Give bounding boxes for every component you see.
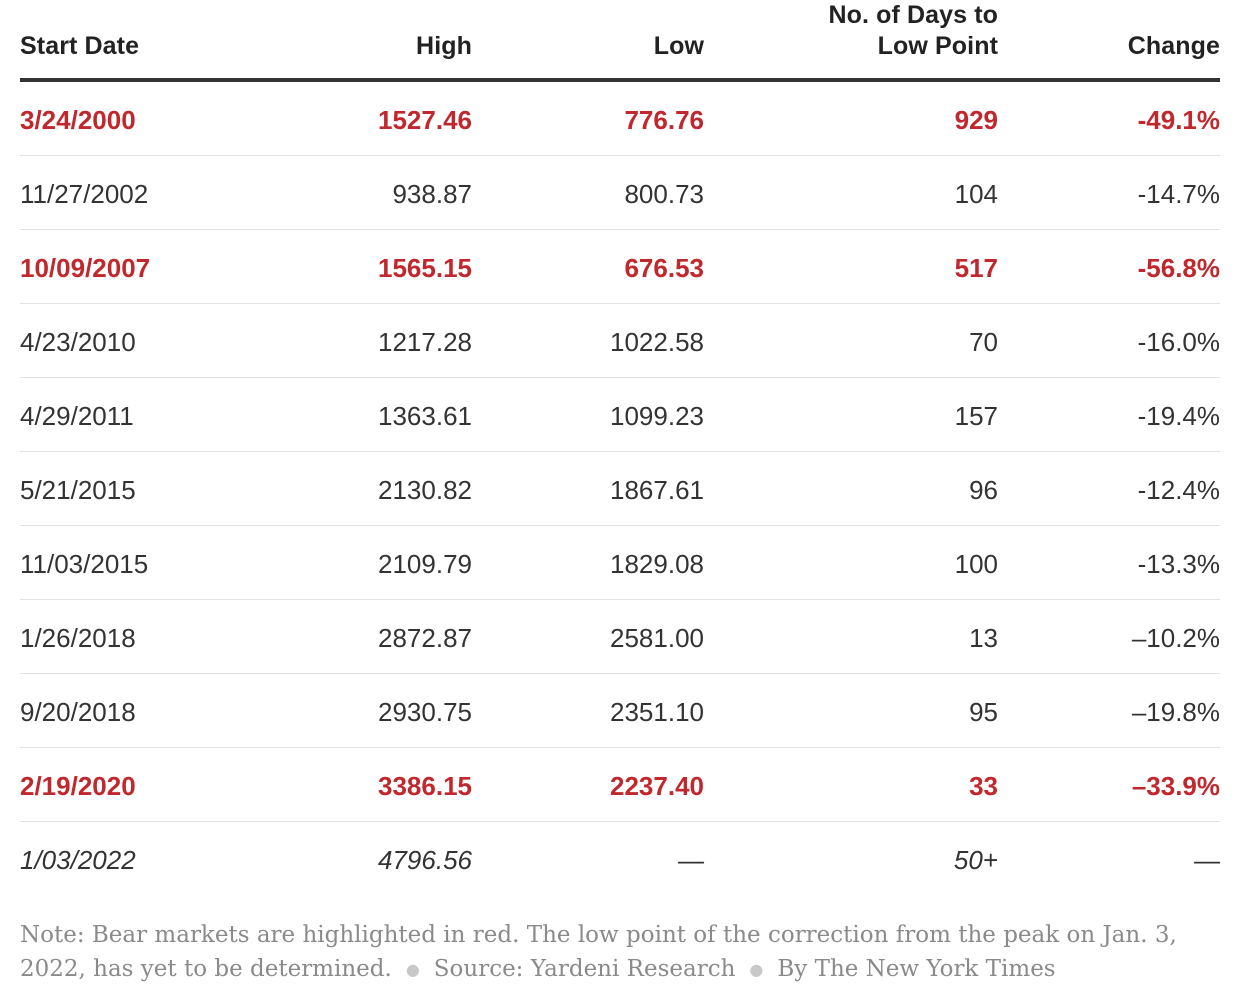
cell-low: — <box>678 845 704 875</box>
cell-change: -49.1% <box>1137 105 1220 135</box>
cell-low: 1099.23 <box>610 401 704 431</box>
table-body: 3/24/2000 1527.46 776.76 929 -49.1% 11/27/200… <box>20 82 1220 896</box>
cell-change: -56.8% <box>1137 253 1220 283</box>
header-days-line1: No. of Days to <box>828 1 998 29</box>
header-change: Change <box>1127 32 1220 60</box>
cell-days: 100 <box>954 549 998 579</box>
table-row: 10/09/2007 1565.15 676.53 517 -56.8% <box>20 230 1220 304</box>
cell-start-date: 11/27/2002 <box>20 179 149 209</box>
cell-change: -16.0% <box>1137 327 1220 357</box>
cell-days: 95 <box>969 697 998 727</box>
credit-text: By The New York Times <box>777 956 1056 982</box>
header-start-date: Start Date <box>20 32 140 60</box>
cell-change: -12.4% <box>1137 475 1220 505</box>
cell-start-date: 9/20/2018 <box>20 697 136 727</box>
cell-low: 1829.08 <box>610 549 704 579</box>
cell-start-date: 2/19/2020 <box>20 771 136 801</box>
cell-high: 2130.82 <box>378 475 472 505</box>
table-row: 11/03/2015 2109.79 1829.08 100 -13.3% <box>20 526 1220 600</box>
header-high: High <box>416 32 472 60</box>
header-low: Low <box>653 32 704 60</box>
cell-days: 929 <box>954 105 998 135</box>
cell-days: 50+ <box>953 845 998 875</box>
cell-high: 2930.75 <box>378 697 472 727</box>
table-row: 1/26/2018 2872.87 2581.00 13 –10.2% <box>20 600 1220 674</box>
cell-high: 1565.15 <box>378 253 472 283</box>
table-row: 1/03/2022 4796.56 — 50+ — <box>20 822 1220 896</box>
cell-change: –33.9% <box>1131 771 1220 801</box>
header-days-line2: Low Point <box>877 32 998 60</box>
cell-start-date: 11/03/2015 <box>20 549 149 579</box>
corrections-table: Start Date High Low No. of Days to Low P… <box>20 0 1220 896</box>
table-header: Start Date High Low No. of Days to Low P… <box>20 0 1220 82</box>
cell-change: –10.2% <box>1131 623 1220 653</box>
cell-low: 2581.00 <box>610 623 704 653</box>
cell-start-date: 1/26/2018 <box>20 623 136 653</box>
cell-days: 96 <box>969 475 998 505</box>
cell-change: -14.7% <box>1137 179 1220 209</box>
table-row: 4/29/2011 1363.61 1099.23 157 -19.4% <box>20 378 1220 452</box>
cell-high: 4796.56 <box>378 845 472 875</box>
note-text: Note: Bear markets are highlighted in re… <box>20 922 1177 982</box>
cell-high: 2109.79 <box>378 549 472 579</box>
cell-low: 1867.61 <box>610 475 704 505</box>
cell-start-date: 5/21/2015 <box>20 475 136 505</box>
cell-high: 3386.15 <box>378 771 472 801</box>
cell-change: -19.4% <box>1137 401 1220 431</box>
cell-start-date: 4/29/2011 <box>20 401 134 431</box>
cell-start-date: 4/23/2010 <box>20 327 136 357</box>
cell-high: 1527.46 <box>378 105 472 135</box>
cell-days: 70 <box>969 327 998 357</box>
cell-days: 33 <box>969 771 998 801</box>
cell-start-date: 10/09/2007 <box>20 253 151 283</box>
cell-change: –19.8% <box>1131 697 1220 727</box>
cell-low: 776.76 <box>624 105 704 135</box>
cell-change: -13.3% <box>1137 549 1220 579</box>
cell-low: 676.53 <box>624 253 704 283</box>
table-row: 4/23/2010 1217.28 1022.58 70 -16.0% <box>20 304 1220 378</box>
table-row: 11/27/2002 938.87 800.73 104 -14.7% <box>20 156 1220 230</box>
header-days: No. of Days to Low Point <box>704 0 998 62</box>
table-row: 3/24/2000 1527.46 776.76 929 -49.1% <box>20 82 1220 156</box>
separator-dot: ● <box>405 960 420 979</box>
separator-dot: ● <box>749 960 764 979</box>
footnote: Note: Bear markets are highlighted in re… <box>20 918 1220 987</box>
cell-days: 104 <box>954 179 998 209</box>
cell-days: 13 <box>969 623 998 653</box>
cell-low: 2351.10 <box>610 697 704 727</box>
cell-start-date: 3/24/2000 <box>20 105 136 135</box>
cell-high: 2872.87 <box>378 623 472 653</box>
table-row: 9/20/2018 2930.75 2351.10 95 –19.8% <box>20 674 1220 748</box>
cell-high: 1217.28 <box>378 327 472 357</box>
cell-low: 800.73 <box>624 179 704 209</box>
cell-days: 517 <box>954 253 998 283</box>
cell-high: 1363.61 <box>378 401 472 431</box>
source-text: Source: Yardeni Research <box>433 956 736 982</box>
cell-low: 2237.40 <box>610 771 704 801</box>
cell-high: 938.87 <box>392 179 472 209</box>
table-row: 2/19/2020 3386.15 2237.40 33 –33.9% <box>20 748 1220 822</box>
cell-days: 157 <box>954 401 998 431</box>
cell-change: — <box>1194 845 1220 875</box>
cell-low: 1022.58 <box>610 327 704 357</box>
table-row: 5/21/2015 2130.82 1867.61 96 -12.4% <box>20 452 1220 526</box>
cell-start-date: 1/03/2022 <box>20 845 136 875</box>
